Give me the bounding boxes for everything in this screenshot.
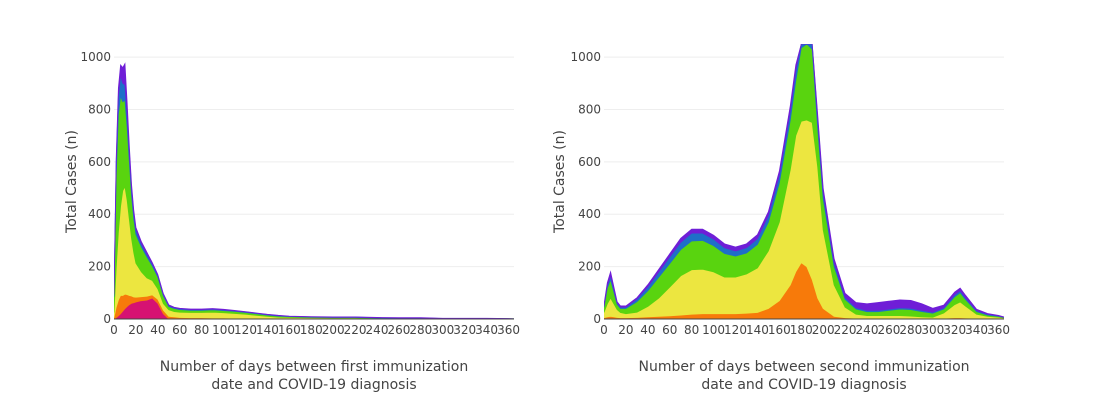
y-tick-label: 600: [88, 155, 111, 169]
x-tick-label: 60: [172, 323, 187, 337]
chart-panel-first-immunization: 0 200 400 600 800 1000 0 20 40 60 80 100 120 140 160 1…: [64, 50, 520, 393]
y-axis-label: Total Cases (n): [552, 130, 568, 234]
x-tick-label: 120: [724, 323, 747, 337]
x-tick-label: 60: [662, 323, 677, 337]
x-tick-label: 140: [256, 323, 279, 337]
y-axis-label: Total Cases (n): [64, 130, 80, 234]
y-tick-label: 400: [578, 207, 601, 221]
x-axis-label-line-2: date and COVID-19 diagnosis: [701, 377, 906, 393]
y-tick-labels: 0 200 400 600 800 1000: [570, 50, 601, 326]
x-tick-label: 0: [110, 323, 118, 337]
y-tick-label: 800: [578, 102, 601, 116]
x-axis-label-line-1: Number of days between second immunizati…: [638, 359, 969, 375]
area-series-yellow: [114, 185, 514, 319]
x-tick-label: 300: [921, 323, 944, 337]
y-tick-label: 0: [593, 312, 601, 326]
x-tick-label: 80: [684, 323, 699, 337]
x-tick-label: 280: [899, 323, 922, 337]
x-tick-label: 20: [128, 323, 143, 337]
x-tick-label: 120: [234, 323, 257, 337]
y-tick-label: 200: [88, 260, 111, 274]
x-tick-label: 0: [600, 323, 608, 337]
x-tick-label: 140: [746, 323, 769, 337]
x-tick-label: 320: [943, 323, 966, 337]
x-tick-labels: 0 20 40 60 80 100 120 140 160 180 200 220 240 260 280 3…: [600, 323, 1010, 337]
x-tick-label: 40: [150, 323, 165, 337]
chart-panel-second-immunization: 0 200 400 600 800 1000 0 20 40 60 80 100 120 140 160 1…: [552, 44, 1010, 393]
x-tick-label: 360: [497, 323, 520, 337]
x-axis-label-line-2: date and COVID-19 diagnosis: [211, 377, 416, 393]
area-series-purple: [604, 44, 1004, 318]
y-tick-label: 0: [103, 312, 111, 326]
x-axis-label-line-1: Number of days between first immunizatio…: [160, 359, 468, 375]
x-tick-label: 200: [322, 323, 345, 337]
x-tick-label: 20: [618, 323, 633, 337]
x-tick-label: 280: [409, 323, 432, 337]
area-series-green: [114, 94, 514, 319]
y-tick-label: 200: [578, 260, 601, 274]
x-tick-label: 260: [877, 323, 900, 337]
stacked-area-series: [114, 62, 514, 319]
area-series-blue: [114, 75, 514, 319]
stacked-area-series: [604, 44, 1004, 319]
y-tick-labels: 0 200 400 600 800 1000: [80, 50, 111, 326]
y-tick-label: 800: [88, 102, 111, 116]
x-tick-label: 360: [987, 323, 1010, 337]
x-tick-label: 40: [640, 323, 655, 337]
y-tick-label: 400: [88, 207, 111, 221]
x-tick-labels: 0 20 40 60 80 100 120 140 160 180 200 220 240 260 280 3…: [110, 323, 520, 337]
x-tick-label: 180: [300, 323, 323, 337]
x-tick-label: 240: [366, 323, 389, 337]
x-tick-label: 300: [431, 323, 454, 337]
y-gridlines: [114, 56, 514, 268]
x-tick-label: 180: [790, 323, 813, 337]
y-tick-label: 1000: [80, 50, 111, 64]
y-tick-label: 600: [578, 155, 601, 169]
x-tick-label: 340: [965, 323, 988, 337]
x-tick-label: 340: [475, 323, 498, 337]
x-tick-label: 320: [453, 323, 476, 337]
area-series-purple: [114, 62, 514, 319]
x-tick-label: 200: [812, 323, 835, 337]
x-tick-label: 160: [768, 323, 791, 337]
x-tick-label: 260: [387, 323, 410, 337]
x-tick-label: 100: [212, 323, 235, 337]
x-tick-label: 100: [702, 323, 725, 337]
x-tick-label: 80: [194, 323, 209, 337]
y-tick-label: 1000: [570, 50, 601, 64]
x-tick-label: 220: [834, 323, 857, 337]
x-tick-label: 220: [344, 323, 367, 337]
x-tick-label: 160: [278, 323, 301, 337]
x-tick-label: 240: [856, 323, 879, 337]
